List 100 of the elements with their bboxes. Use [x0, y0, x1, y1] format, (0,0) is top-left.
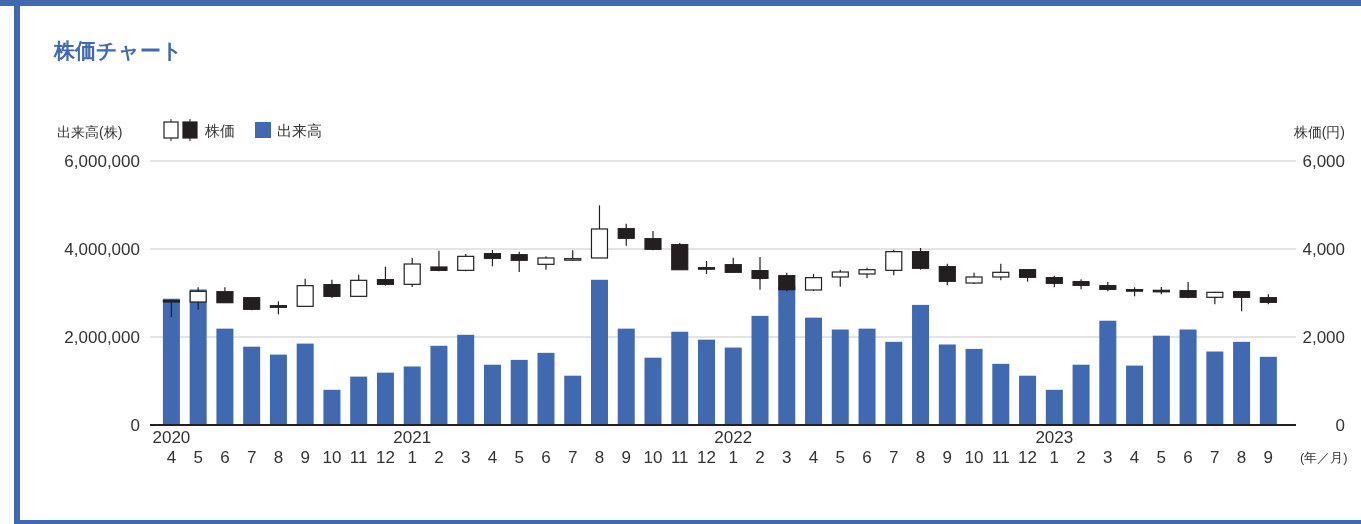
- chart-title: 株価チャート: [53, 39, 183, 62]
- x-tick-label: 10: [322, 448, 342, 467]
- bar: [376, 372, 394, 425]
- y-axis-title: 出来高(株): [57, 124, 123, 140]
- x-tick-label: 5: [193, 448, 203, 467]
- x-tick-label: 8: [915, 448, 926, 467]
- candlestick: [376, 266, 395, 287]
- bar: [698, 339, 715, 425]
- bar: [350, 376, 368, 425]
- x-tick-label: 3: [1103, 448, 1113, 467]
- x-tick-label: 2: [1076, 448, 1086, 467]
- x-tick-label: 6: [862, 448, 872, 467]
- bar: [243, 346, 261, 425]
- bar: [831, 329, 849, 425]
- x-tick-label: 4: [487, 448, 498, 467]
- y2-tick-label: 0: [1335, 416, 1345, 435]
- bar: [1179, 329, 1197, 425]
- bar: [457, 334, 475, 425]
- x-tick-label: 3: [460, 448, 471, 467]
- x-tick-label: 12: [375, 448, 395, 467]
- bar: [162, 298, 180, 425]
- bar: [510, 359, 528, 425]
- bar: [323, 389, 341, 425]
- bar: [938, 344, 956, 425]
- bar: [671, 331, 689, 425]
- bar: [269, 354, 287, 425]
- x-tick-label: 8: [273, 448, 284, 467]
- x-tick-label: 10: [964, 448, 984, 467]
- candlestick: [938, 263, 956, 286]
- x-tick-label: 7: [246, 448, 257, 467]
- legend-label: 出来高: [277, 122, 322, 139]
- x-tick-label: 5: [514, 448, 524, 467]
- x-tick-label: 10: [643, 448, 663, 467]
- x-tick-label: 9: [942, 448, 953, 467]
- bar: [296, 343, 314, 425]
- x-tick-label: 2: [434, 448, 444, 467]
- x-tick-label: 2020 4: [152, 428, 191, 467]
- x-tick-label: 5: [1156, 448, 1167, 467]
- x-tick-label: 2: [755, 448, 765, 467]
- candlestick: [911, 247, 930, 271]
- bar: [216, 328, 234, 425]
- x-tick-label: 8: [594, 448, 605, 467]
- candlestick: [296, 278, 314, 307]
- y-tick-label: 2,000,000: [64, 328, 140, 347]
- bar: [885, 341, 903, 425]
- y2-tick-label: 4,000: [1302, 240, 1345, 259]
- bar: [751, 315, 769, 425]
- bar: [430, 345, 448, 425]
- bar: [483, 364, 501, 425]
- x-tick-label: 7: [889, 448, 899, 467]
- legend-label: 株価: [204, 122, 235, 139]
- x-tick-label: 11: [670, 448, 689, 467]
- bar: [1259, 356, 1277, 425]
- x-tick-label: 8: [1236, 448, 1247, 467]
- x-tick-label: 4: [808, 448, 819, 467]
- bar: [912, 304, 930, 425]
- bar: [564, 375, 582, 425]
- x-tick-label: 6: [541, 448, 551, 467]
- x-tick-label: 5: [835, 448, 846, 467]
- x-tick-label: 9: [1263, 448, 1274, 467]
- bar: [537, 352, 555, 425]
- bar: [992, 363, 1010, 425]
- bar: [965, 348, 983, 425]
- bar: [724, 347, 742, 425]
- x-tick-label: 7: [1210, 448, 1220, 467]
- y-tick-label: 0: [130, 416, 140, 435]
- bar: [617, 328, 635, 425]
- bar: [644, 357, 662, 425]
- candlestick: [510, 251, 528, 273]
- x-tick-label: 2021 1: [393, 428, 432, 467]
- candlestick: [751, 256, 769, 291]
- bar: [1045, 389, 1063, 425]
- x-tick-label: 11: [349, 448, 368, 467]
- bar: [403, 366, 421, 425]
- candlestick: [617, 223, 635, 247]
- bar: [858, 328, 876, 425]
- x-tick-label: 3: [782, 448, 792, 467]
- bar: [1072, 364, 1090, 425]
- candlestick: [323, 279, 341, 299]
- bar: [1206, 351, 1224, 425]
- x-tick-label: 7: [567, 448, 578, 467]
- candlestick: [350, 274, 368, 297]
- bar: [1099, 320, 1117, 425]
- bar: [805, 317, 823, 425]
- y-tick-label: 4,000,000: [64, 240, 140, 259]
- x-tick-label: 12: [1018, 448, 1038, 467]
- x-tick-label: 11: [991, 448, 1010, 467]
- text: (年／月): [1300, 450, 1348, 465]
- y2-axis-title: 株価(円): [1292, 124, 1345, 140]
- x-tick-label: 6: [220, 448, 230, 467]
- y-tick-label: 6,000,000: [64, 152, 140, 171]
- candlestick: [885, 249, 903, 276]
- bar: [590, 279, 608, 425]
- x-tick-label: 6: [1183, 448, 1193, 467]
- bar: [1126, 365, 1144, 425]
- candlestick: [403, 257, 421, 288]
- bar: [1152, 335, 1170, 425]
- y2-tick-label: 6,000: [1302, 152, 1345, 171]
- candlestick: [778, 272, 796, 292]
- x-tick-label: 4: [1129, 448, 1140, 467]
